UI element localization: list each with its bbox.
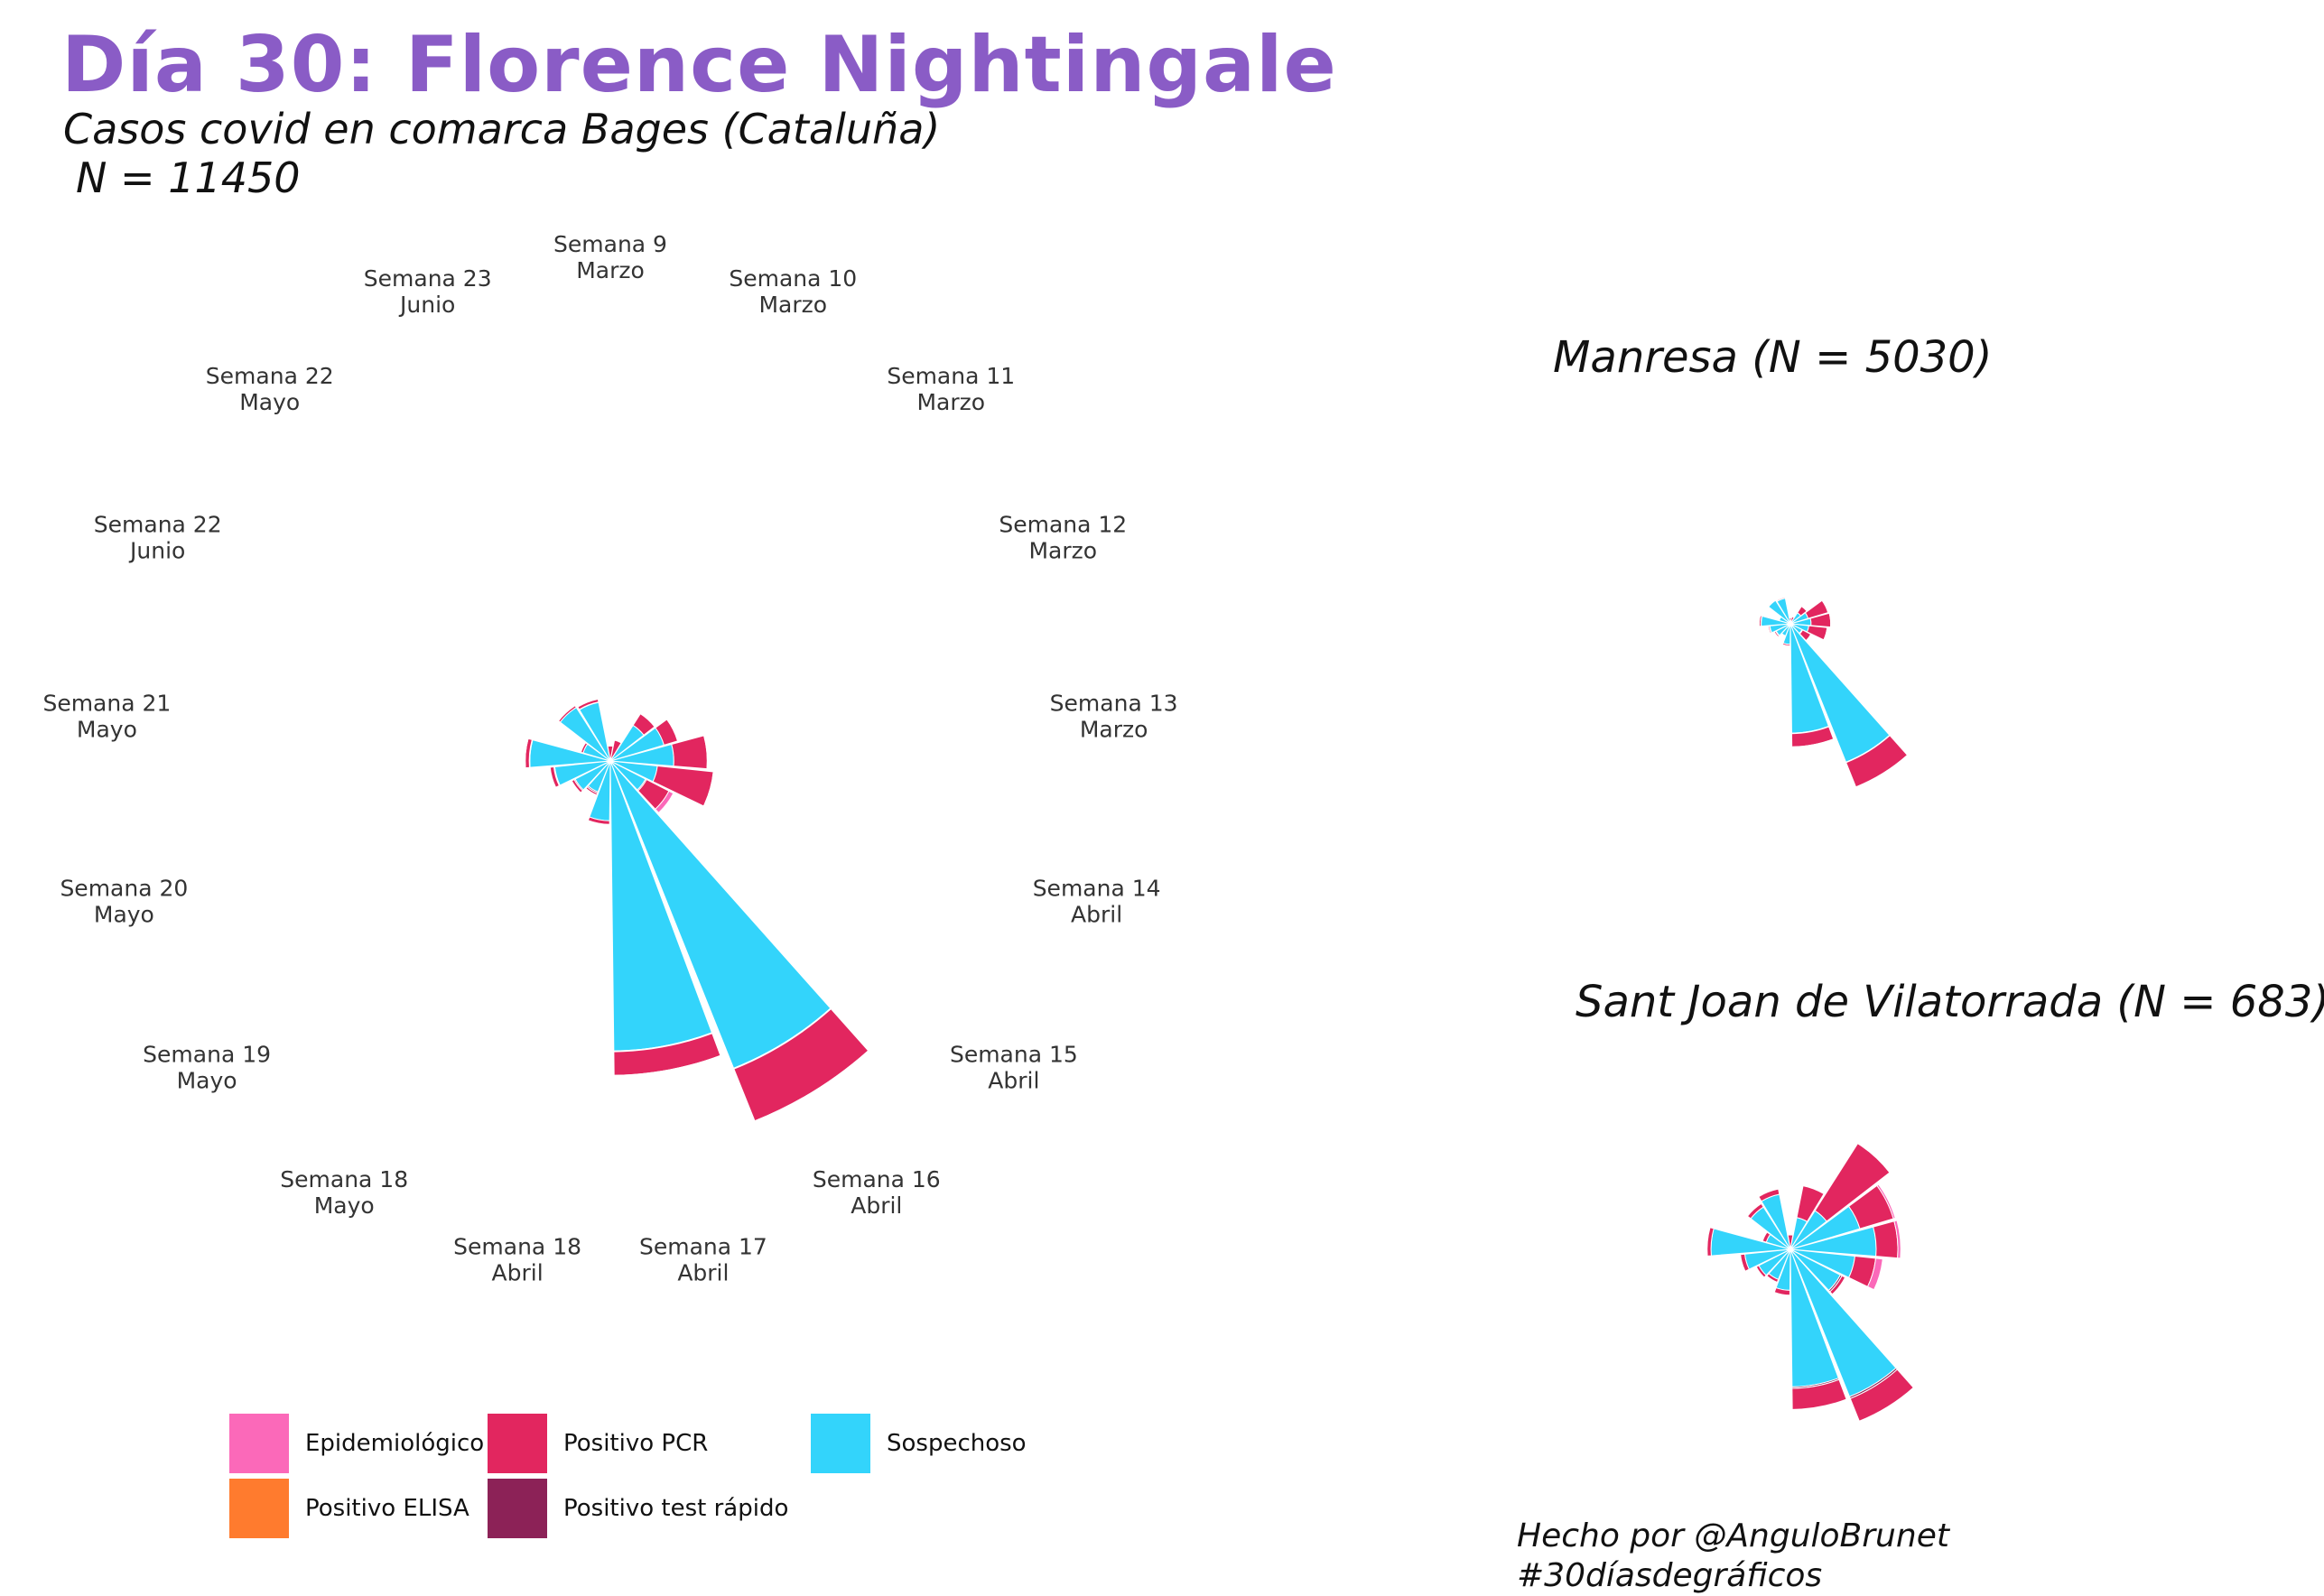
bar-epidemiologico	[1866, 1257, 1883, 1291]
bar-positivo-pcr	[1767, 625, 1772, 635]
bar-epidemiologico	[1823, 626, 1828, 641]
bar-epidemiologico	[1828, 612, 1832, 628]
bar-epidemiologico	[703, 735, 709, 770]
sant-joan-de-vilatorrada-chart	[1706, 1142, 1914, 1422]
bar-epidemiologico	[1856, 1142, 1892, 1174]
bar-epidemiologico	[1876, 1183, 1896, 1220]
bar-positivo-pcr	[1796, 1184, 1825, 1222]
axis-label: Semana 17 Abril	[639, 1233, 767, 1285]
axis-label: Semana 20 Mayo	[60, 875, 188, 927]
axis-label: Semana 11 Marzo	[887, 363, 1015, 415]
axis-label: Semana 21 Mayo	[42, 690, 171, 742]
bar-positivo-pcr	[1706, 1227, 1715, 1257]
bar-positivo-pcr	[587, 816, 610, 825]
bar-positivo-pcr	[549, 766, 561, 788]
axis-label: Semana 18 Abril	[453, 1233, 581, 1285]
axis-label: Semana 18 Mayo	[280, 1166, 408, 1219]
bar-positivo-pcr	[1791, 1378, 1847, 1410]
bar-epidemiologico	[1893, 1220, 1901, 1259]
bar-positivo-pcr	[1797, 605, 1808, 617]
bar-positivo-pcr	[1755, 1265, 1767, 1278]
axis-label: Semana 19 Mayo	[143, 1041, 271, 1093]
bar-positivo-pcr	[580, 742, 589, 754]
bar-positivo-pcr	[609, 739, 622, 762]
bar-epidemiologico	[1758, 615, 1762, 627]
bar-positivo-pcr	[1767, 598, 1777, 608]
axis-label: Semana 12 Marzo	[999, 511, 1127, 563]
bar-positivo-pcr	[1873, 1220, 1899, 1259]
bar-positivo-pcr	[1766, 1273, 1780, 1284]
bar-positivo-pcr	[632, 712, 655, 737]
axis-label: Semana 15 Abril	[950, 1041, 1078, 1093]
bar-positivo-pcr	[1762, 1231, 1771, 1243]
bar-positivo-pcr	[1829, 1275, 1846, 1295]
bar-positivo-pcr	[557, 705, 577, 723]
bar-epidemiologico	[1791, 738, 1835, 748]
legend-item-positivo-elisa: Positivo ELISA	[229, 1479, 469, 1538]
bar-epidemiologico	[1805, 633, 1813, 642]
bar-positivo-pcr	[655, 719, 679, 746]
bar-positivo-pcr	[1746, 1202, 1764, 1220]
manresa-title: Manresa (N = 5030)	[1553, 332, 1993, 383]
legend-item-sospechoso: Sospechoso	[811, 1414, 1027, 1473]
axis-label: Semana 22 Mayo	[206, 363, 334, 415]
bar-epidemiologico	[655, 790, 674, 814]
sant-joan-title: Sant Joan de Vilatorrada (N = 683)	[1576, 977, 2324, 1027]
bar-epidemiologico	[524, 738, 529, 769]
axis-label: Semana 9 Marzo	[553, 231, 667, 283]
legend-item-epidemiologico: Epidemiológico	[229, 1414, 484, 1473]
bages-chart: Semana 9 Marzo Semana 10 Marzo Semana 11 Marz…	[42, 231, 1177, 1285]
credit-hashtag: #30díasdegráficos	[1517, 1557, 1823, 1594]
legend-swatch	[229, 1479, 289, 1538]
legend: Epidemiológico Positivo ELISA Positivo P…	[229, 1414, 1132, 1549]
chart-subtitle: Casos covid en comarca Bages (Cataluña)	[63, 105, 941, 153]
axis-label: Semana 16 Abril	[813, 1166, 941, 1219]
legend-swatch	[811, 1414, 870, 1473]
bar-epidemiologico	[754, 1050, 869, 1122]
bar-epidemiologico	[613, 1054, 721, 1077]
legend-item-positivo-test-rapido: Positivo test rápido	[488, 1479, 788, 1538]
legend-label: Positivo test rápido	[563, 1495, 789, 1522]
bar-positivo-pcr	[1849, 1369, 1914, 1422]
axis-label: Semana 13 Marzo	[1050, 690, 1178, 742]
bar-positivo-pcr	[1804, 599, 1829, 619]
bar-positivo-pcr	[1740, 1253, 1750, 1272]
bar-positivo-pcr	[1775, 596, 1786, 602]
bar-positivo-pcr	[1781, 642, 1791, 647]
bar-positivo-pcr	[577, 698, 600, 710]
legend-swatch	[229, 1414, 289, 1473]
legend-label: Sospechoso	[887, 1430, 1027, 1457]
legend-item-positivo-pcr: Positivo PCR	[488, 1414, 708, 1473]
bar-epidemiologico	[1855, 754, 1909, 788]
axis-label: Semana 23 Junio	[364, 265, 492, 318]
bar-positivo-pcr	[1773, 1286, 1790, 1296]
legend-label: Positivo PCR	[563, 1430, 709, 1457]
legend-label: Epidemiológico	[305, 1430, 485, 1457]
axis-label: Semana 10 Marzo	[729, 265, 857, 318]
bar-positivo-pcr	[571, 778, 583, 793]
axis-label: Semana 22 Junio	[94, 511, 222, 563]
axis-label: Semana 14 Abril	[1033, 875, 1161, 927]
manresa-chart	[1758, 596, 1909, 788]
credit: Hecho por @AnguloBrunet #30díasdegráfico…	[1517, 1517, 1949, 1596]
total-count: N = 11450	[76, 153, 301, 202]
legend-label: Positivo ELISA	[305, 1495, 469, 1522]
legend-swatch	[488, 1414, 547, 1473]
bar-epidemiologico	[702, 771, 715, 807]
bar-positivo-pcr	[585, 786, 599, 796]
bar-positivo-pcr	[1758, 1188, 1780, 1202]
legend-swatch	[488, 1479, 547, 1538]
chart-title: Día 30: Florence Nightingale	[61, 20, 1337, 110]
credit-author: Hecho por @AnguloBrunet	[1517, 1517, 1949, 1554]
